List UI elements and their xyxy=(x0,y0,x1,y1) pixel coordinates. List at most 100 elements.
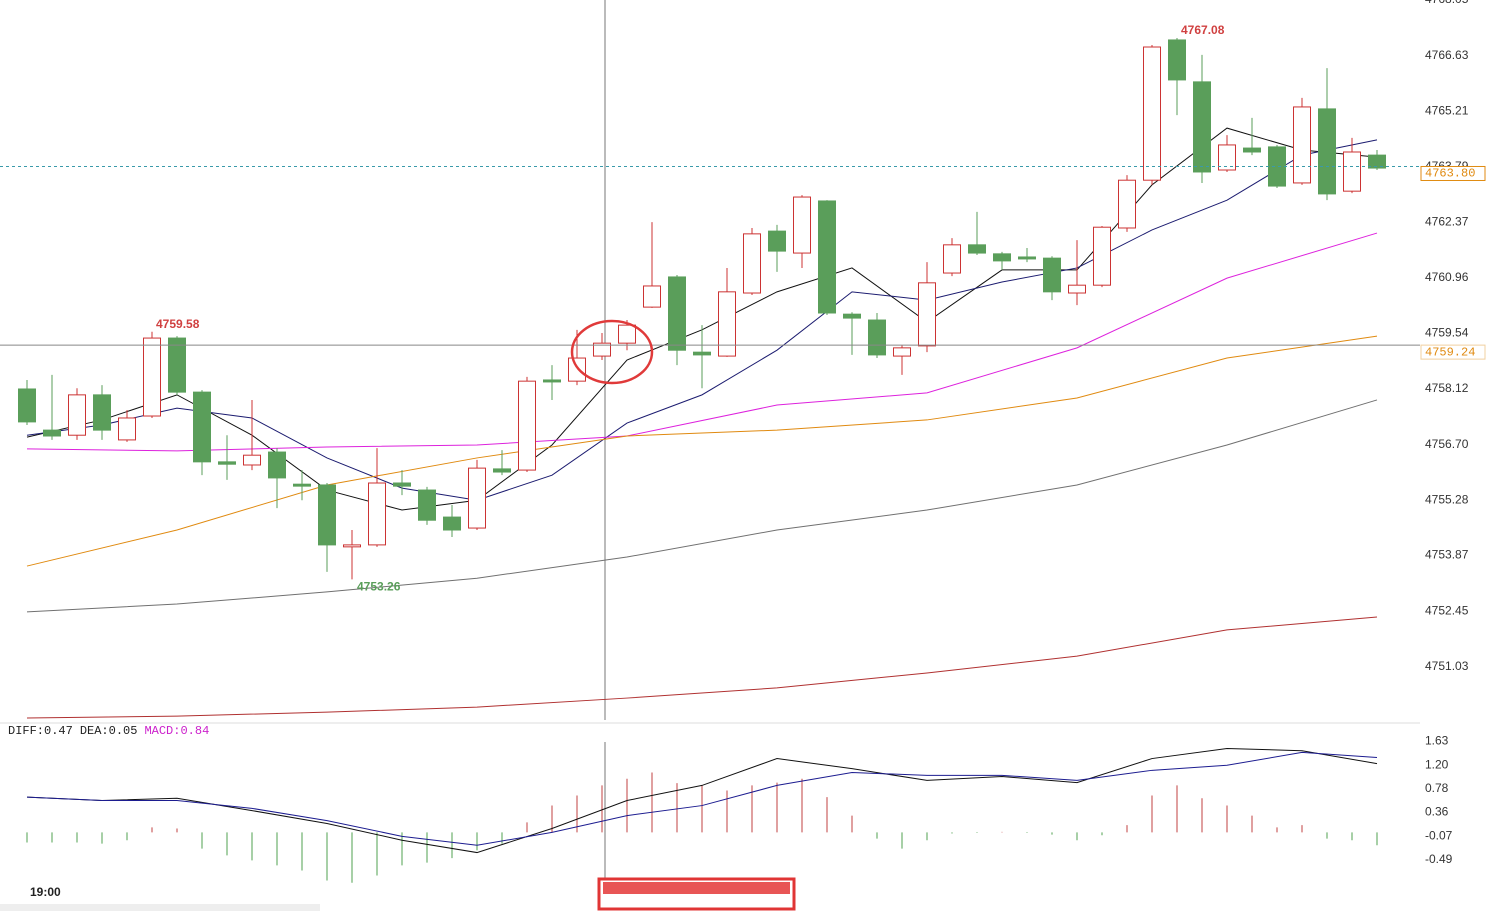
candle-body xyxy=(793,196,811,254)
highlight-circle xyxy=(570,319,654,385)
y-tick-label: 1.20 xyxy=(1425,757,1449,771)
y-tick-label: 0.36 xyxy=(1425,804,1449,818)
line-series xyxy=(26,335,1378,567)
candle-body xyxy=(918,282,936,347)
candle-body xyxy=(968,244,986,254)
low-label: 4753.26 xyxy=(357,580,401,594)
y-tick-label: 4760.96 xyxy=(1425,270,1469,284)
candle-body xyxy=(1193,81,1211,173)
macd-legend: DIFF:0.47 DEA:0.05 MACD:0.84 xyxy=(8,724,209,738)
candle-body xyxy=(668,276,686,351)
candle-body xyxy=(218,461,236,465)
candle-body xyxy=(143,337,161,417)
candle-body xyxy=(1093,226,1111,286)
candle-body xyxy=(1318,108,1336,195)
candle-body xyxy=(68,394,86,436)
line-series xyxy=(26,751,1378,846)
candle-body xyxy=(618,324,636,344)
candle-body xyxy=(393,482,411,487)
candle-body xyxy=(1343,151,1361,192)
candle-body xyxy=(943,244,961,274)
candle-body xyxy=(993,253,1011,262)
y-tick-label: 4766.63 xyxy=(1425,48,1469,62)
candle-body xyxy=(1068,284,1086,294)
line-series xyxy=(26,399,1378,613)
candle-body xyxy=(893,347,911,357)
candle-body xyxy=(1043,257,1061,293)
y-tick-label: 0.78 xyxy=(1425,781,1449,795)
candle-body xyxy=(543,379,561,383)
candle-body xyxy=(243,454,261,466)
y-tick-label: 4759.54 xyxy=(1425,326,1469,340)
legend-value: 0.47 xyxy=(44,724,73,738)
high-label: 4767.08 xyxy=(1181,23,1225,37)
candle-body xyxy=(1018,256,1036,260)
candle-body xyxy=(168,337,186,393)
candle-body xyxy=(368,482,386,546)
candle-body xyxy=(343,544,361,548)
y-tick-label: 4768.05 xyxy=(1425,0,1469,6)
legend-label: DEA: xyxy=(80,724,109,738)
crosshair-box xyxy=(1420,344,1486,360)
candle-body xyxy=(743,233,761,294)
candle-body xyxy=(93,394,111,431)
candle-body xyxy=(693,351,711,356)
y-tick-label: 4765.21 xyxy=(1425,103,1469,117)
candle-body xyxy=(443,516,461,531)
candle-body xyxy=(1368,154,1386,169)
candle-body xyxy=(568,357,586,382)
candle-body xyxy=(593,342,611,357)
line-series xyxy=(26,616,1378,719)
last-price-label: 4763.80 xyxy=(1425,167,1475,181)
y-tick-label: 1.63 xyxy=(1425,733,1449,747)
candle-body xyxy=(1243,147,1261,153)
y-tick-label: -0.07 xyxy=(1425,829,1453,843)
candle-body xyxy=(193,391,211,463)
candle-body xyxy=(518,380,536,471)
tab-strip xyxy=(0,904,320,911)
legend-value: 0.84 xyxy=(180,724,209,738)
legend-label: DIFF: xyxy=(8,724,44,738)
last-price-box xyxy=(1420,165,1486,181)
y-tick-label: 4756.70 xyxy=(1425,437,1469,451)
candle-body xyxy=(318,484,336,546)
candle-body xyxy=(1168,39,1186,81)
y-tick-label: 4753.87 xyxy=(1425,548,1469,562)
high-label: 4759.58 xyxy=(156,317,200,331)
candle-body xyxy=(718,291,736,357)
candle-body xyxy=(118,417,136,441)
candle-body xyxy=(768,230,786,252)
highlight-fill xyxy=(603,882,790,894)
candle-body xyxy=(43,429,61,437)
y-tick-label: 4758.12 xyxy=(1425,381,1469,395)
price-panel: 4751.03 4752.45 4753.87 4755.28 4756.70 4758.… xyxy=(0,0,1486,719)
candle-body xyxy=(268,451,286,479)
line-series xyxy=(26,747,1378,854)
y-tick-label: 4755.28 xyxy=(1425,492,1469,506)
y-tick-label: 4752.45 xyxy=(1425,603,1469,617)
y-tick-label: 4762.37 xyxy=(1425,215,1469,229)
candle-body xyxy=(493,468,511,473)
candle-body xyxy=(843,313,861,319)
candle-body xyxy=(1118,179,1136,229)
candle-body xyxy=(418,489,436,521)
x-tick-label: 19:00 xyxy=(30,885,61,899)
candle-body xyxy=(1293,106,1311,184)
candle-body xyxy=(293,483,311,487)
crosshair-label: 4759.24 xyxy=(1425,345,1475,359)
y-tick-label: 4751.03 xyxy=(1425,659,1469,673)
legend-label: MACD: xyxy=(144,724,180,738)
candle-body xyxy=(18,388,36,423)
candle-body xyxy=(1268,146,1286,187)
candle-body xyxy=(818,200,836,314)
candle-body xyxy=(643,285,661,308)
candle-body xyxy=(1218,144,1236,171)
candle-body xyxy=(1143,46,1161,181)
candle-body xyxy=(868,319,886,356)
y-tick-label: -0.49 xyxy=(1425,852,1453,866)
candle-body xyxy=(468,467,486,529)
legend-value: 0.05 xyxy=(109,724,138,738)
